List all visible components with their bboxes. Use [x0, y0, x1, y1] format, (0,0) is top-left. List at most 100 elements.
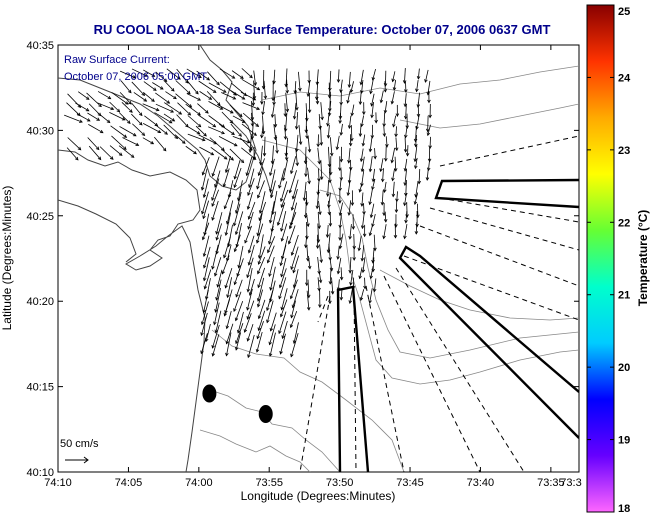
- current-vector-head: [414, 143, 418, 148]
- current-vector: [294, 81, 297, 94]
- current-vector-head: [240, 159, 245, 164]
- current-vector: [208, 115, 225, 128]
- current-vector: [395, 137, 398, 151]
- current-vector: [381, 190, 384, 205]
- current-vector-head: [428, 114, 432, 119]
- current-vector: [195, 125, 207, 137]
- current-vector-head: [205, 110, 209, 114]
- current-vector-head: [233, 281, 237, 286]
- current-vector: [258, 201, 267, 221]
- current-vector: [203, 178, 209, 198]
- current-vector: [241, 68, 253, 78]
- current-vector-head: [221, 124, 226, 128]
- current-vector: [247, 211, 254, 230]
- x-tick-label: 73:3: [560, 477, 581, 489]
- current-vector: [235, 323, 244, 344]
- current-vector: [258, 310, 266, 331]
- current-vector: [372, 247, 375, 263]
- current-vector: [329, 266, 332, 284]
- current-vector-head: [306, 307, 311, 311]
- current-vector-head: [424, 79, 428, 83]
- current-vector-head: [250, 117, 255, 121]
- current-vector-head: [347, 84, 352, 89]
- current-vector-head: [260, 134, 264, 139]
- current-vector-head: [201, 171, 206, 176]
- current-vector: [210, 147, 228, 160]
- current-vector: [374, 148, 376, 159]
- current-vector: [258, 234, 264, 259]
- current-vector-head: [257, 270, 261, 275]
- current-vector-head: [307, 79, 311, 84]
- current-vector: [340, 123, 343, 136]
- current-vector: [142, 123, 161, 133]
- current-vector-head: [106, 119, 111, 124]
- current-vector-head: [252, 156, 256, 161]
- current-vector-head: [403, 115, 408, 120]
- y-axis-label: Latitude (Degrees:Minutes): [0, 186, 14, 331]
- current-vector: [246, 288, 253, 311]
- current-vector-head: [359, 81, 364, 86]
- current-vector-head: [141, 132, 146, 136]
- current-vector: [249, 278, 255, 296]
- current-vector: [327, 112, 330, 126]
- current-vector: [257, 212, 263, 236]
- current-vector: [290, 246, 299, 270]
- current-vector: [295, 89, 298, 110]
- current-vector: [348, 200, 352, 216]
- current-vector: [86, 92, 102, 107]
- current-vector: [87, 112, 100, 121]
- current-vector-head: [168, 120, 173, 124]
- current-vector: [417, 68, 420, 79]
- current-vector: [281, 189, 289, 208]
- current-vector-head: [224, 284, 228, 289]
- current-vector-head: [427, 99, 431, 104]
- current-vector-head: [379, 99, 384, 104]
- current-vector-head: [306, 223, 310, 228]
- current-vector-head: [327, 112, 332, 117]
- current-vector-head: [247, 225, 251, 230]
- current-vector: [143, 69, 155, 77]
- current-vector-head: [246, 288, 251, 293]
- current-vector-head: [392, 87, 397, 91]
- current-vector-head: [405, 152, 410, 157]
- current-vector-head: [361, 142, 366, 147]
- current-vector-head: [240, 75, 244, 79]
- current-vector: [121, 101, 133, 113]
- current-vector-head: [256, 232, 260, 237]
- current-vector: [427, 80, 431, 95]
- current-vector-head: [246, 206, 251, 210]
- current-vector: [427, 124, 431, 136]
- current-vector: [226, 310, 232, 329]
- map-layer: [58, 45, 579, 472]
- current-vector-head: [127, 120, 131, 124]
- current-vector-head: [318, 304, 322, 309]
- y-tick-label: 40:30: [26, 125, 54, 137]
- current-vector-head: [368, 299, 372, 304]
- current-vector: [280, 258, 287, 277]
- current-vector-head: [95, 146, 100, 151]
- current-vector: [286, 79, 288, 93]
- current-vector: [223, 168, 230, 187]
- current-vector-head: [211, 344, 215, 349]
- current-vector: [369, 189, 373, 205]
- current-vector-head: [223, 205, 228, 210]
- current-vector-head: [246, 337, 250, 342]
- current-vector-head: [166, 100, 171, 104]
- current-vector: [211, 244, 219, 270]
- current-vector: [320, 102, 323, 120]
- current-vector: [289, 211, 297, 229]
- current-vector: [199, 91, 212, 100]
- current-vector-head: [289, 295, 294, 300]
- current-vector-head: [232, 222, 237, 227]
- current-vector-head: [390, 159, 394, 164]
- current-vector: [233, 291, 242, 312]
- current-vector: [198, 114, 216, 128]
- current-vector: [238, 245, 244, 268]
- current-vector: [163, 102, 182, 115]
- current-vector-head: [338, 187, 342, 192]
- current-vector-head: [339, 296, 344, 301]
- current-vector-head: [242, 119, 246, 123]
- y-tick-label: 40:15: [26, 382, 54, 394]
- current-vector: [235, 300, 244, 321]
- current-vector-head: [187, 90, 191, 95]
